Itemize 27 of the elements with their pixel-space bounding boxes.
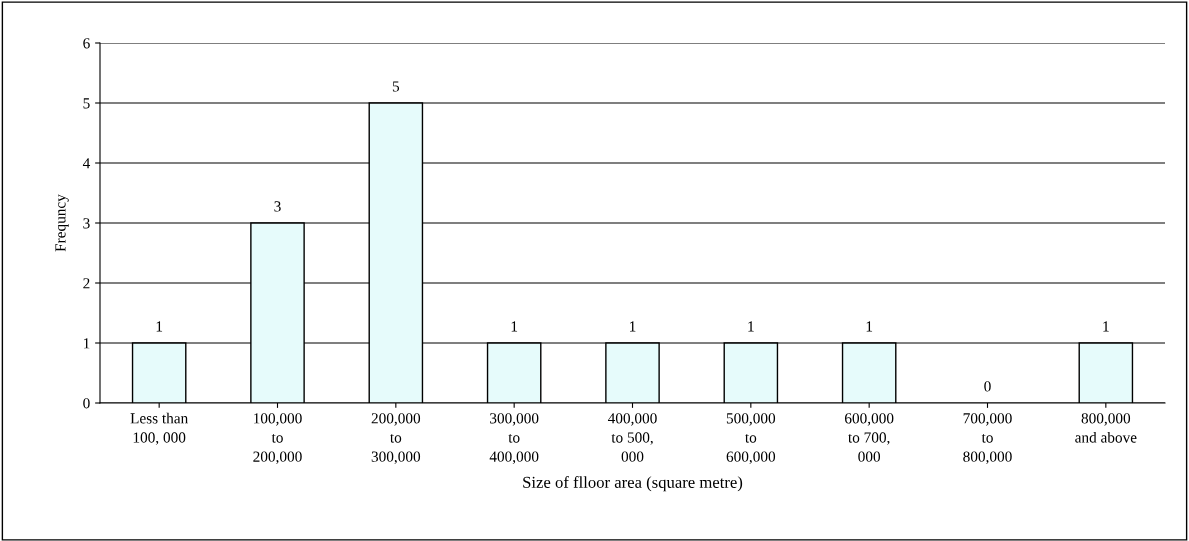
x-tick-label: 500,000 to 600,000 — [726, 413, 776, 464]
x-tick-label: 600,000 to 700, 000 — [845, 413, 894, 462]
data-label: 1 — [1103, 321, 1109, 332]
x-axis-title: Size of flloor area (square metre) — [523, 476, 743, 492]
y-tick-label: 4 — [82, 158, 91, 169]
y-tick-label: 5 — [83, 98, 90, 109]
x-tick-label: 800,000 and above — [1075, 413, 1137, 443]
x-tick-label: 400,000 to 500, 000 — [607, 413, 657, 462]
x-tick-label: 100,000 to 200,000 — [253, 413, 302, 464]
data-label: 1 — [866, 321, 873, 332]
y-tick-label: 2 — [83, 278, 90, 289]
data-label: 3 — [274, 201, 281, 212]
y-tick-label: 3 — [83, 218, 90, 229]
y-tick-label: 6 — [83, 38, 90, 49]
x-tick-label: 700,000 to 800,000 — [963, 413, 1012, 464]
y-axis-title: Frequncy — [55, 194, 69, 252]
data-label: 1 — [511, 321, 518, 332]
x-tick-label: Less than 100, 000 — [130, 412, 188, 445]
y-tick-label: 0 — [83, 398, 90, 409]
data-label: 5 — [392, 81, 400, 92]
data-label: 0 — [984, 381, 991, 392]
y-tick-label: 1 — [83, 338, 90, 349]
data-label: 1 — [630, 321, 636, 332]
x-tick-label: 200,000 to 300,000 — [371, 413, 421, 464]
data-label: 1 — [748, 321, 754, 332]
x-tick-label: 300,000 to 400,000 — [489, 413, 539, 464]
data-label: 1 — [156, 321, 163, 332]
